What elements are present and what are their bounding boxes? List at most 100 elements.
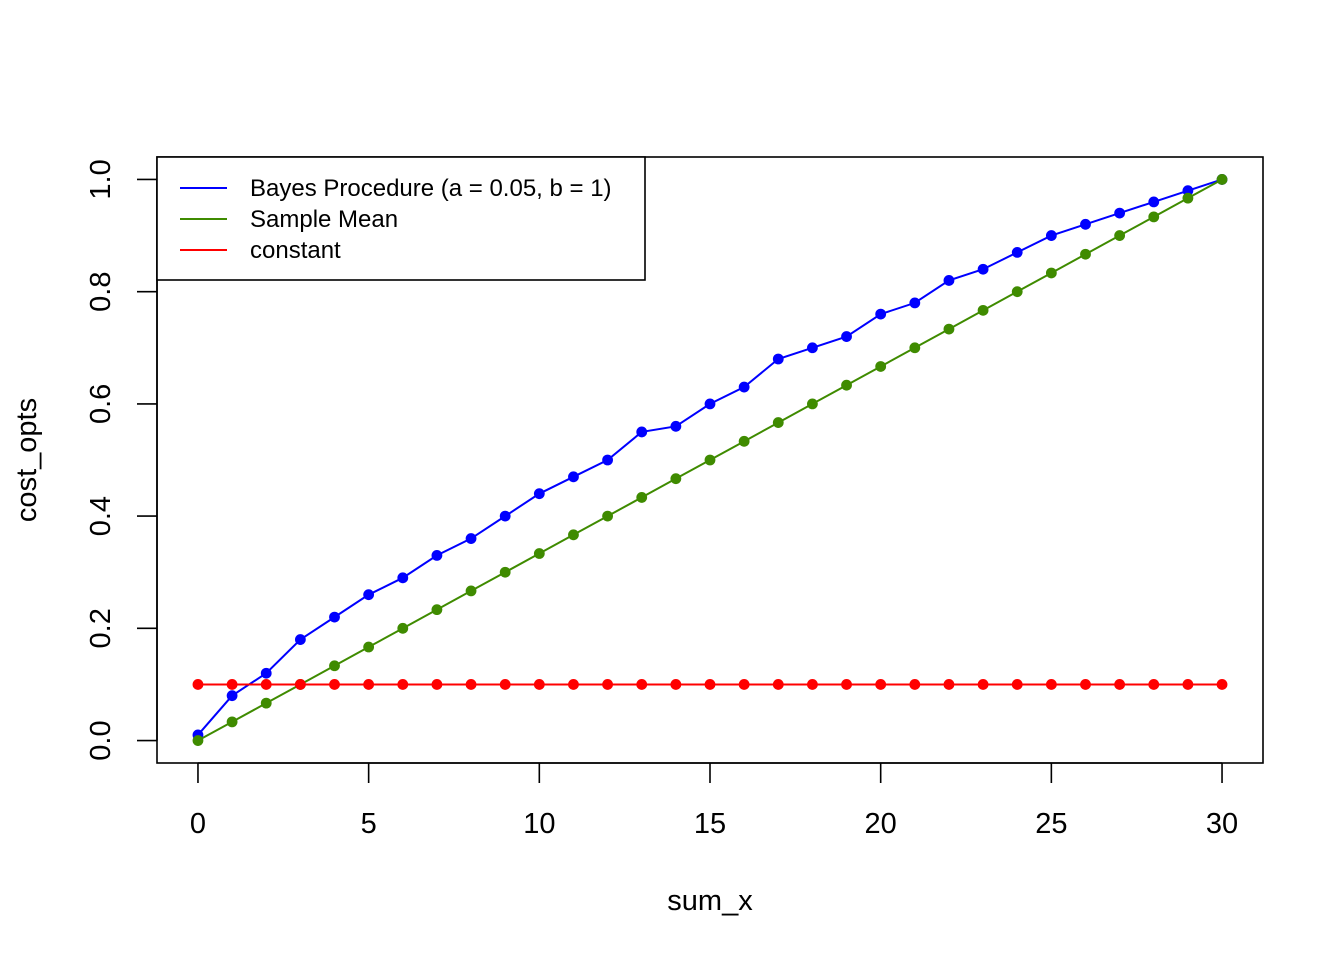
data-point: [431, 604, 443, 616]
x-tick-label: 20: [865, 808, 897, 840]
data-point: [499, 566, 511, 578]
y-axis-title: cost_opts: [11, 398, 43, 522]
data-point: [704, 679, 716, 690]
x-tick-label: 25: [1035, 808, 1067, 840]
y-axis: 0.0 0.2 0.4 0.6 0.8 1.0: [85, 159, 158, 761]
data-point: [397, 622, 409, 634]
y-tick-label: 0.2: [85, 608, 117, 648]
data-point: [533, 679, 545, 690]
data-point: [568, 471, 579, 483]
data-point: [260, 667, 272, 679]
x-axis: 0 5 10 15 20 25 30: [190, 762, 1238, 840]
data-point: [977, 263, 989, 275]
legend-box: [156, 156, 646, 281]
legend-label: Bayes Procedure (a = 0.05, b = 1): [250, 175, 612, 202]
data-point: [875, 308, 887, 320]
data-point: [772, 353, 784, 365]
data-point: [909, 679, 921, 690]
y-tick-label: 0.6: [85, 384, 117, 424]
legend: Bayes Procedure (a = 0.05, b = 1) Sample …: [156, 156, 646, 281]
data-point: [1182, 192, 1194, 204]
y-tick-label: 0.0: [85, 720, 117, 760]
data-point: [943, 679, 955, 690]
data-point: [568, 679, 579, 690]
data-point: [329, 679, 340, 690]
data-point: [499, 510, 511, 522]
data-point: [568, 529, 579, 541]
data-point: [1080, 218, 1091, 230]
data-point: [738, 381, 750, 393]
data-point: [670, 420, 682, 432]
data-point: [1114, 230, 1126, 241]
data-point: [1011, 246, 1023, 258]
data-point: [465, 533, 477, 544]
data-point: [1182, 679, 1194, 690]
data-point: [909, 342, 921, 354]
data-point: [772, 417, 784, 428]
data-point: [397, 572, 409, 584]
data-point: [1148, 679, 1160, 690]
data-point: [636, 426, 648, 438]
data-point: [260, 679, 272, 690]
data-point: [260, 697, 272, 709]
x-tick-label: 15: [694, 808, 726, 840]
data-point: [807, 342, 818, 354]
x-tick-label: 10: [523, 808, 555, 840]
data-point: [602, 510, 613, 522]
data-point: [909, 297, 921, 309]
data-point: [807, 398, 818, 410]
data-point: [363, 589, 375, 601]
data-point: [1080, 248, 1091, 260]
data-point: [1011, 679, 1023, 690]
data-point: [1045, 230, 1057, 241]
data-point: [363, 641, 375, 653]
data-point: [294, 679, 306, 690]
legend-label: Sample Mean: [250, 206, 398, 233]
data-point: [1114, 679, 1126, 690]
data-point: [602, 454, 613, 466]
data-point: [465, 679, 477, 690]
x-axis-title: sum_x: [667, 885, 753, 917]
data-point: [704, 454, 716, 466]
data-point: [329, 611, 340, 623]
data-point: [1182, 185, 1194, 197]
series-0: [192, 174, 1228, 741]
data-point: [1114, 207, 1126, 219]
data-point: [807, 679, 818, 690]
data-point: [1216, 174, 1228, 185]
data-point: [192, 735, 204, 746]
series-1: [192, 174, 1228, 746]
data-point: [226, 716, 238, 728]
data-point: [1045, 267, 1057, 279]
x-tick-label: 5: [361, 808, 377, 840]
data-point: [533, 488, 545, 500]
data-point: [431, 679, 443, 690]
x-tick-label: 30: [1206, 808, 1238, 840]
data-point: [977, 304, 989, 316]
data-point: [636, 679, 648, 690]
y-tick-label: 0.4: [85, 496, 117, 536]
data-point: [1216, 679, 1228, 690]
data-point: [1011, 286, 1023, 298]
data-point: [226, 679, 238, 690]
data-point: [499, 679, 511, 690]
data-point: [738, 679, 750, 690]
series-group: [192, 174, 1228, 746]
x-tick-label: 0: [190, 808, 206, 840]
data-point: [397, 679, 409, 690]
data-point: [294, 634, 306, 645]
data-point: [875, 679, 887, 690]
data-point: [602, 679, 613, 690]
data-point: [636, 492, 648, 503]
data-point: [841, 679, 852, 690]
data-point: [1148, 196, 1160, 208]
data-point: [841, 379, 852, 391]
data-point: [943, 323, 955, 335]
data-point: [226, 690, 238, 702]
data-point: [533, 548, 545, 559]
data-point: [363, 679, 375, 690]
data-point: [977, 679, 989, 690]
data-point: [875, 361, 887, 372]
data-point: [670, 473, 682, 485]
